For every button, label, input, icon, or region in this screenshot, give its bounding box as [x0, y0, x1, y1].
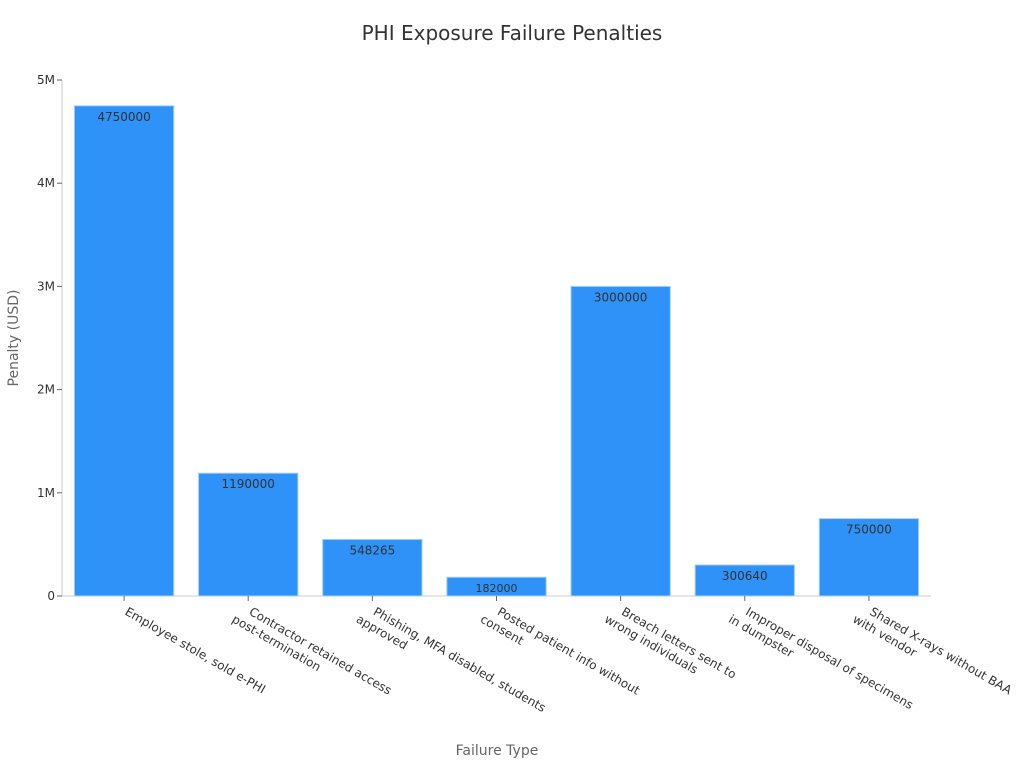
bar [570, 285, 671, 597]
y-tick-label: 2M [37, 383, 55, 397]
x-tick-label: Contractor retained accesspost-terminati… [230, 599, 394, 711]
y-tick-label: 3M [37, 279, 55, 293]
data-label: 4750000 [97, 110, 150, 124]
bar [694, 564, 795, 597]
x-tick-label: Shared X-rays without BAAwith vendor [850, 599, 1014, 711]
data-label: 1190000 [221, 477, 274, 491]
bar [73, 105, 175, 597]
y-tick-label: 1M [37, 486, 55, 500]
bar [322, 538, 423, 597]
data-label: 300640 [722, 569, 768, 583]
x-axis-label: Failure Type [456, 743, 539, 759]
bar [198, 472, 299, 597]
data-label: 3000000 [594, 290, 647, 304]
x-tick-label-line: Shared X-rays without BAA [867, 604, 1014, 697]
y-tick-label: 4M [37, 176, 55, 190]
y-tick-label: 5M [37, 73, 55, 87]
data-label: 548265 [349, 543, 395, 557]
bar [818, 518, 920, 597]
data-label: 182000 [476, 582, 518, 595]
data-label: 750000 [846, 523, 892, 537]
y-axis-label: Penalty (USD) [6, 290, 22, 387]
x-tick-label: Posted patient info withoutconsent [478, 599, 642, 711]
y-tick-label: 0 [47, 589, 55, 603]
chart-title: PHI Exposure Failure Penalties [362, 21, 663, 45]
